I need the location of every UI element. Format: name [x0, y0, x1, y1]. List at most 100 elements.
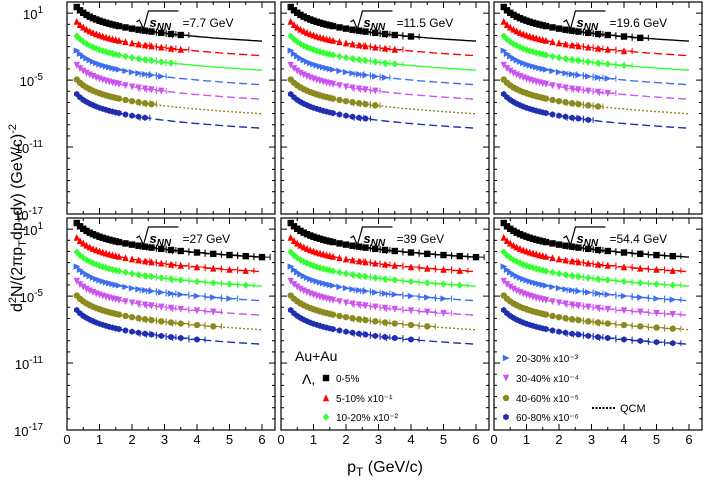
- data-point: [329, 238, 337, 246]
- data-point: [112, 238, 119, 245]
- data-series-4: [287, 263, 453, 302]
- data-point: [287, 233, 294, 241]
- data-point: [620, 249, 628, 256]
- data-point: [343, 112, 349, 119]
- data-point: [287, 3, 294, 11]
- data-series-3: [73, 248, 255, 289]
- data-point: [510, 227, 517, 235]
- data-point: [83, 69, 90, 77]
- x-tick-label: 1: [96, 432, 103, 447]
- data-point: [177, 247, 184, 255]
- data-point: [158, 274, 165, 282]
- y-tick-label: 10-11: [15, 139, 44, 156]
- data-point: [503, 7, 511, 14]
- data-point: [523, 17, 530, 24]
- data-point: [80, 9, 87, 17]
- fit-curve-7: [76, 93, 263, 129]
- data-point: [177, 305, 184, 313]
- data-point: [555, 97, 563, 105]
- x-tick-label: 5: [440, 432, 447, 447]
- data-point: [76, 21, 84, 29]
- data-point: [109, 237, 116, 244]
- data-point: [128, 83, 136, 91]
- data-point: [620, 33, 628, 40]
- data-point: [604, 75, 612, 82]
- data-point: [520, 232, 527, 239]
- data-point: [562, 286, 570, 293]
- data-point: [336, 312, 343, 320]
- data-point: [148, 71, 156, 79]
- data-point: [329, 36, 337, 44]
- data-point: [349, 99, 356, 106]
- x-axis-title: pT (GeV/c): [347, 459, 423, 479]
- data-point: [526, 234, 533, 242]
- panel-1: sNN =7.7 GeV 101 10-5 10-11 10-17: [14, 1, 276, 223]
- data-point: [507, 67, 514, 75]
- data-point: [542, 267, 550, 275]
- data-point: [549, 283, 557, 291]
- data-point: [148, 287, 156, 295]
- panel-6: sNN =54.4 GeV 0 1 2 3 4 5 6: [490, 217, 703, 447]
- data-series-2: [500, 233, 682, 274]
- energy-value: =7.7 GeV: [182, 16, 233, 30]
- data-point: [300, 229, 307, 236]
- data-point: [320, 20, 327, 27]
- data-point: [372, 102, 379, 109]
- data-point: [510, 241, 517, 249]
- panel-frame: [66, 217, 276, 431]
- data-point: [562, 26, 569, 33]
- data-point: [106, 236, 113, 243]
- data-point: [372, 73, 379, 80]
- x-tick-label: 3: [161, 432, 168, 447]
- data-series-7: [501, 306, 682, 347]
- data-point: [556, 328, 562, 335]
- x-tick-label: 5: [653, 432, 660, 447]
- panel-3: sNN =19.6 GeV: [493, 1, 703, 215]
- fit-curve-7: [290, 93, 477, 129]
- x-tick-label: 0: [277, 432, 284, 447]
- data-point: [594, 103, 602, 110]
- data-point: [575, 331, 582, 338]
- data-point: [392, 334, 398, 342]
- data-point: [106, 49, 113, 57]
- fit-curve-6: [76, 79, 263, 115]
- data-point: [112, 50, 119, 59]
- data-point: [585, 303, 592, 311]
- data-point: [73, 47, 81, 54]
- data-point: [542, 296, 550, 304]
- data-point: [500, 233, 507, 241]
- data-point: [637, 308, 644, 316]
- data-point: [122, 327, 129, 334]
- data-point: [372, 318, 379, 325]
- x-tick-label: 0: [490, 432, 497, 447]
- data-point: [594, 290, 602, 297]
- data-point: [290, 223, 298, 230]
- data-point: [500, 61, 507, 69]
- data-point: [503, 65, 511, 73]
- data-point: [109, 21, 116, 28]
- data-point: [158, 332, 164, 340]
- data-point: [556, 112, 562, 119]
- data-point: [575, 287, 583, 295]
- data-point: [362, 100, 369, 108]
- data-point: [122, 38, 129, 46]
- data-series-2: [287, 233, 469, 274]
- data-point: [326, 238, 333, 245]
- data-point: [575, 56, 582, 65]
- data-point: [336, 82, 343, 90]
- data-point: [177, 291, 185, 298]
- data-point: [594, 275, 602, 283]
- data-point: [148, 302, 155, 310]
- data-point: [112, 22, 119, 29]
- data-point: [362, 302, 369, 310]
- data-point: [122, 298, 129, 306]
- y-tick-label: 10-17: [14, 206, 43, 223]
- data-point: [342, 53, 350, 62]
- legend-model: QCM: [592, 403, 646, 415]
- data-point: [102, 235, 110, 243]
- data-point: [362, 258, 369, 266]
- data-point: [355, 100, 363, 107]
- data-point: [210, 264, 217, 272]
- x-tick-label: 4: [193, 432, 200, 447]
- data-point: [158, 303, 165, 311]
